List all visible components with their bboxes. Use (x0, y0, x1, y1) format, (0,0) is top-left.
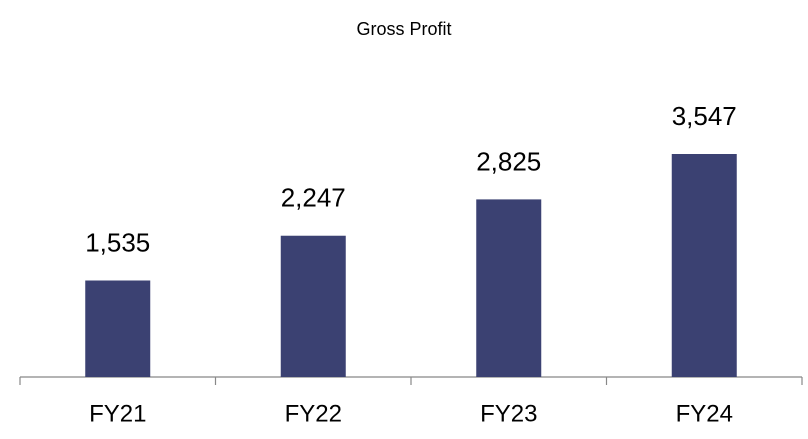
value-label: 1,535 (85, 227, 150, 257)
x-tick-label: FY24 (676, 400, 733, 427)
value-label: 2,247 (281, 183, 346, 213)
value-label: 2,825 (476, 146, 541, 176)
value-label: 3,547 (672, 101, 737, 131)
x-tick-label: FY23 (480, 400, 537, 427)
bar (85, 280, 151, 377)
bar (280, 235, 346, 377)
bar (476, 199, 542, 377)
bar (671, 154, 737, 377)
chart-title: Gross Profit (356, 19, 451, 39)
x-tick-label: FY21 (89, 400, 146, 427)
x-tick-label: FY22 (285, 400, 342, 427)
